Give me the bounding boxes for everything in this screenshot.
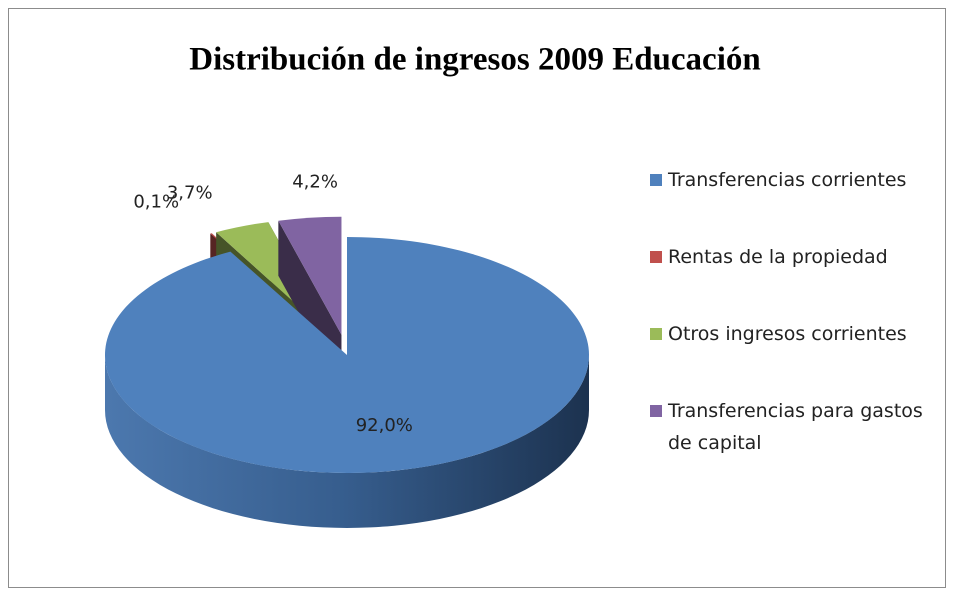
slice-side [105, 355, 589, 528]
legend-swatch [650, 251, 662, 263]
legend-swatch [650, 405, 662, 417]
legend-label: Transferencias corrientes [668, 169, 907, 191]
data-label: 4,2% [292, 172, 338, 193]
legend-item: Transferencias corrientes [650, 164, 950, 241]
legend-label: Otros ingresos corrientes [668, 323, 907, 345]
legend-swatch [650, 174, 662, 186]
slice [278, 216, 342, 335]
chart-title: Distribución de ingresos 2009 Educación [189, 42, 760, 78]
legend-item: Otros ingresos corrientes [650, 318, 950, 395]
legend-label: Rentas de la propiedad [668, 246, 888, 268]
slice [104, 237, 589, 473]
legend-swatch [650, 328, 662, 340]
legend-label: Transferencias para gastos de capital [668, 400, 923, 454]
chart-frame [8, 8, 946, 588]
data-label: 3,7% [167, 183, 213, 204]
legend-item: Transferencias para gastos de capital [650, 395, 950, 472]
data-label: 92,0% [356, 415, 413, 436]
legend: Transferencias corrientes Rentas de la pr… [650, 164, 950, 472]
data-label: 0,1% [133, 191, 179, 212]
legend-item: Rentas de la propiedad [650, 241, 950, 318]
